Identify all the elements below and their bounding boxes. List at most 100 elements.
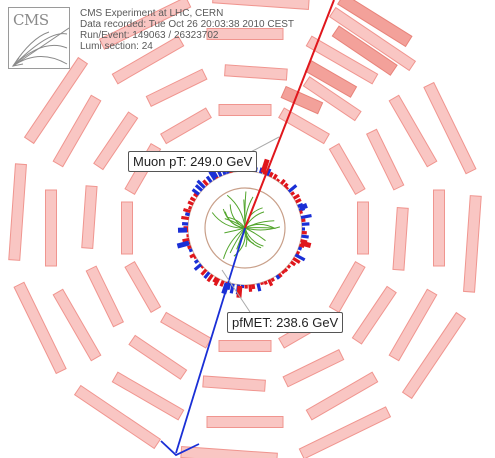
muon-chamber [202, 375, 266, 392]
hcal-deposit [229, 283, 235, 294]
muon-chamber [111, 35, 185, 85]
ecal-deposit [301, 218, 306, 223]
muon-chamber [357, 201, 369, 255]
ecal-deposit [263, 280, 268, 285]
hcal-deposit [184, 212, 190, 217]
ecal-deposit [188, 205, 193, 210]
hit-muon-chamber [331, 25, 398, 76]
muon-chamber [305, 371, 379, 421]
muon-chamber [218, 340, 272, 352]
muon-chamber [305, 35, 379, 85]
cms-logo-graphic [11, 27, 69, 67]
ecal-deposit [295, 250, 301, 255]
muon-chamber [93, 111, 139, 171]
hcal-deposit [196, 179, 206, 189]
muon-chamber [180, 446, 278, 458]
hcal-deposit [265, 168, 272, 177]
hcal-deposit [191, 188, 200, 196]
track [227, 216, 246, 229]
track [211, 212, 246, 229]
ecal-deposit [277, 272, 283, 279]
muon-chamber [98, 0, 192, 50]
ecal-deposit [187, 245, 192, 250]
hcal-deposit [205, 175, 213, 184]
muon-chamber [278, 107, 330, 145]
cms-logo: CMS [8, 7, 70, 69]
track [244, 226, 281, 231]
hcal-deposit [300, 214, 312, 220]
muon-chamber [302, 76, 362, 122]
muon-chamber [81, 185, 98, 249]
ecal-deposit [260, 282, 264, 286]
muon-track [244, 0, 335, 229]
ecal-deposit [212, 276, 218, 283]
run-event-line: Run/Event: 149063 / 26323702 [80, 30, 219, 41]
hcal-deposit [301, 234, 309, 239]
muon-chamber [73, 384, 162, 450]
track [222, 208, 246, 229]
ecal-deposit [300, 240, 312, 249]
muon-chamber [85, 265, 125, 328]
met-arrow [175, 227, 246, 454]
muon-chamber [13, 281, 67, 375]
ecal-deposit [295, 198, 302, 204]
met-arrowhead [160, 440, 200, 457]
muon-chamber [8, 163, 27, 261]
muon-chamber [433, 189, 445, 267]
hcal-deposit [194, 184, 204, 192]
ecal-deposit [283, 182, 289, 188]
hcal-deposit [294, 253, 306, 262]
event-info-panel: CMS CMS Experiment at LHC, CERN Data rec… [8, 7, 294, 79]
ecal-deposit [285, 186, 289, 190]
muon-chamber [328, 143, 366, 195]
muon-chamber [111, 371, 185, 421]
ecal-deposit [283, 267, 289, 273]
muon-chamber [124, 261, 162, 313]
muon-chamber [401, 311, 467, 400]
muon-chamber [388, 94, 438, 168]
track [244, 223, 276, 230]
muon-chamber [206, 416, 284, 428]
met-label-leader [221, 269, 251, 313]
muon-chamber [423, 81, 477, 175]
ecal-deposit [219, 280, 225, 287]
ecal-deposit [272, 173, 278, 180]
muon-chamber [23, 56, 89, 145]
hcal-deposit [203, 271, 211, 280]
cms-logo-text: CMS [13, 11, 49, 29]
muon-chamber [224, 64, 288, 81]
calorimeter-deposits [176, 158, 312, 298]
ecal-deposit [286, 264, 292, 269]
muon-chamber [388, 288, 438, 362]
ecal-deposit [189, 253, 196, 259]
muon-chamber [128, 334, 188, 380]
ecal-deposit [193, 255, 197, 260]
muon-chamber [160, 107, 212, 145]
muon-chamber [145, 68, 208, 108]
muon-chamber [206, 28, 284, 40]
ecal-deposit [292, 193, 301, 200]
hcal-deposit [221, 282, 230, 295]
ecal-deposit [289, 260, 297, 267]
muon-chamber [365, 128, 405, 191]
ecal-deposit [182, 207, 191, 214]
muon-chamber [45, 189, 57, 267]
ecal-deposit [200, 268, 208, 276]
hit-muon-chambers [280, 0, 413, 115]
tracker-outline [204, 187, 286, 269]
ecal-deposit [276, 178, 281, 183]
hcal-deposit [188, 248, 193, 253]
muon-chamber [351, 285, 397, 345]
muon-chamber [328, 261, 366, 313]
muon-chamber [298, 406, 392, 458]
pfmet-label: pfMET: 238.6 GeV [227, 312, 344, 333]
ecal-deposit [206, 273, 214, 283]
hit-muon-chamber [337, 0, 413, 48]
hcal-deposit [193, 259, 200, 265]
lumi-line: Lumi section: 24 [80, 41, 153, 52]
hcal-deposit [298, 203, 308, 211]
date-line: Data recorded: Tue Oct 26 20:03:38 2010 … [80, 19, 295, 30]
hcal-deposit [275, 274, 281, 280]
ecal-deposit [270, 277, 276, 282]
ecal-deposit [187, 200, 194, 206]
